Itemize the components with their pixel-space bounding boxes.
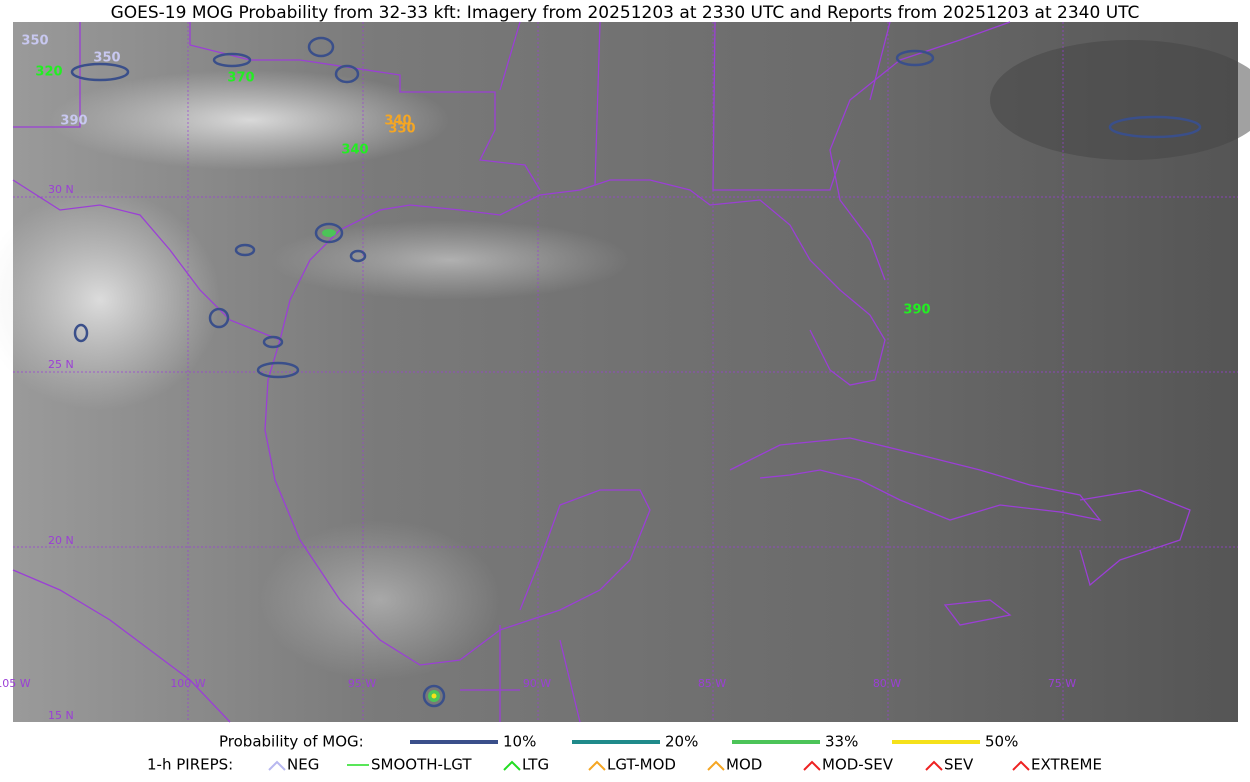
pirep-label: 390 — [903, 303, 930, 318]
cloud — [260, 520, 500, 680]
coastline — [829, 21, 1011, 281]
lon-label: 100 W — [170, 677, 205, 690]
legend-label: EXTREME — [1031, 756, 1102, 774]
legend-label: SMOOTH-LGT — [371, 756, 472, 774]
pirep-label: 350 — [93, 51, 120, 66]
contour — [307, 36, 335, 58]
coastlines — [12, 21, 1191, 723]
dark-region — [990, 40, 1250, 160]
legend-icon — [707, 760, 725, 771]
border — [13, 21, 891, 191]
contour — [431, 693, 437, 699]
lat-label: 25 N — [48, 358, 74, 371]
lat-label: 15 N — [48, 709, 74, 722]
legend-label: SEV — [944, 756, 974, 774]
pirep-label: 340 — [384, 114, 411, 129]
contour — [349, 249, 367, 263]
contour — [212, 52, 252, 68]
contour — [73, 323, 89, 343]
pirep-label: 350 — [21, 34, 48, 49]
border — [460, 625, 581, 723]
coastline — [1079, 489, 1191, 587]
legend-icon — [1012, 760, 1030, 771]
lon-label: 105 W — [0, 677, 31, 690]
contour — [234, 243, 256, 257]
coastline — [12, 569, 231, 723]
coastline — [729, 437, 1102, 521]
legend-icon — [503, 760, 521, 771]
contour — [1108, 115, 1202, 139]
legend-title: Probability of MOG: — [219, 733, 364, 751]
contour — [322, 229, 336, 237]
legend-title: 1-h PIREPS: — [147, 756, 233, 774]
coastline — [943, 599, 1012, 626]
legend-icon — [803, 760, 821, 771]
coastline — [279, 179, 886, 386]
graticule — [13, 22, 1238, 722]
cloud — [270, 220, 630, 300]
legend-label: MOD-SEV — [822, 756, 894, 774]
lon-label: 75 W — [1048, 677, 1076, 690]
legend-label: NEG — [287, 756, 319, 774]
contour — [262, 335, 284, 349]
lon-label: 95 W — [348, 677, 376, 690]
pirep-label: 320 — [35, 65, 62, 80]
legend-label: 10% — [503, 733, 536, 751]
border — [12, 179, 281, 341]
mog-contours — [70, 36, 1202, 708]
lon-label: 85 W — [698, 677, 726, 690]
pirep-label: 330 — [388, 122, 415, 137]
legend-label: 50% — [985, 733, 1018, 751]
contour — [422, 684, 446, 708]
contour — [70, 62, 130, 82]
legend-label: LGT-MOD — [607, 756, 676, 774]
cloud — [50, 70, 450, 170]
legend-icon — [925, 760, 943, 771]
legend-label: LTG — [522, 756, 549, 774]
legend-label: 33% — [825, 733, 858, 751]
lat-label: 20 N — [48, 534, 74, 547]
title: GOES-19 MOG Probability from 32-33 kft: … — [111, 3, 1140, 23]
contour — [314, 222, 344, 244]
contour — [208, 307, 230, 329]
lon-label: 90 W — [523, 677, 551, 690]
pirep-label: 390 — [60, 114, 87, 129]
map-labels: 30 N 25 N 20 N 15 N 105 W 100 W 95 W 90 W 85 W 80… — [0, 34, 1076, 723]
map: 30 N 25 N 20 N 15 N 105 W 100 W 95 W 90 W 85 W 80… — [0, 21, 1250, 723]
pirep-label: 340 — [341, 143, 368, 158]
contour — [334, 64, 360, 84]
lat-label: 30 N — [48, 183, 74, 196]
legend-label: MOD — [726, 756, 762, 774]
contour — [895, 49, 935, 67]
legend-icon — [268, 760, 286, 771]
legend-icon — [588, 760, 606, 771]
contour — [256, 361, 300, 379]
pirep-label: 370 — [227, 71, 254, 86]
lon-label: 80 W — [873, 677, 901, 690]
legend: Probability of MOG: 1-h PIREPS: 10% 20% 33… — [147, 733, 1102, 774]
legend-label: 20% — [665, 733, 698, 751]
